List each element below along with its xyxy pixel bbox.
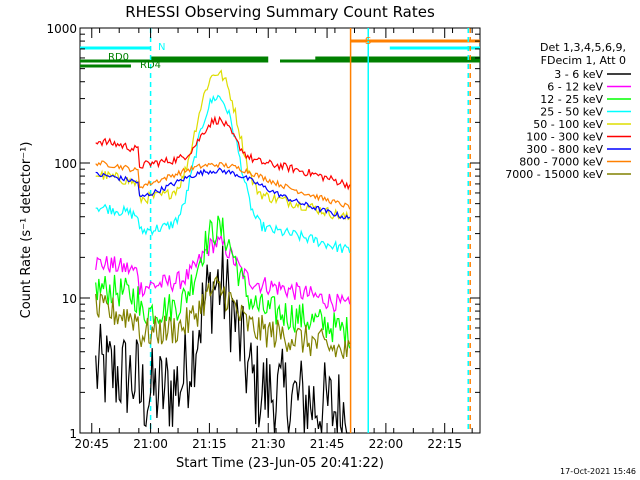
annotation-label: N [158,42,165,53]
annotation-label: RD4 [140,60,161,71]
x-axis-ticks: 20:45 21:00 21:15 21:30 21:45 22:00 22:15 [74,28,473,451]
x-tick-label: 22:15 [427,437,462,451]
flag-bars [80,39,480,68]
y-tick-label: 10 [62,292,77,306]
x-tick-label: 21:45 [310,437,345,451]
legend-item-label: 25 - 50 keV [540,106,603,119]
plot-frame [79,27,481,434]
annotation-label: S [365,36,371,47]
y-tick-label: 100 [54,157,77,171]
legend-item-label: 50 - 100 keV [533,118,603,131]
series-line [95,160,351,210]
legend-item-label: 12 - 25 keV [540,93,603,106]
x-tick-label: 22:00 [369,437,404,451]
legend-header-line-2: FDecim 1, Att 0 [541,54,626,67]
legend-item-label: 800 - 7000 keV [519,156,603,169]
x-axis-label: Start Time (23-Jun-05 20:41:22) [176,456,384,471]
footer-timestamp: 17-Oct-2021 15:46 [560,467,636,476]
legend-item-label: 7000 - 15000 keV [505,168,603,181]
series-lines [95,69,351,434]
legend-header-line-1: Det 1,3,4,5,6,9, [540,41,626,54]
x-tick-label: 21:00 [133,437,168,451]
legend: Det 1,3,4,5,6,9, FDecim 1, Att 0 3 - 6 k… [505,41,631,181]
chart-title: RHESSI Observing Summary Count Rates [125,3,435,21]
x-tick-label: 20:45 [74,437,109,451]
legend-item-label: 6 - 12 keV [547,81,603,94]
y-tick-label: 1 [69,427,77,441]
y-axis-label: Count Rate (s⁻¹ detector⁻¹) [19,142,34,319]
x-tick-label: 21:15 [192,437,227,451]
y-tick-label: 1000 [46,22,77,36]
annotations: RD0 RD4 N S [108,36,371,71]
series-line [95,115,351,191]
series-line [95,215,351,349]
series-line [95,94,351,254]
annotation-label: RD0 [108,52,129,63]
series-line [95,275,351,359]
y-axis-ticks: 1 10 100 1000 [46,22,480,441]
x-tick-label: 21:30 [251,437,286,451]
legend-item-label: 100 - 300 keV [526,131,603,144]
legend-item-label: 300 - 800 keV [526,143,603,156]
legend-item-label: 3 - 6 keV [554,68,603,81]
series-line [95,167,351,220]
series-line [95,245,350,434]
plot-area: RD0 RD4 N S [79,27,481,434]
series-line [95,233,351,313]
